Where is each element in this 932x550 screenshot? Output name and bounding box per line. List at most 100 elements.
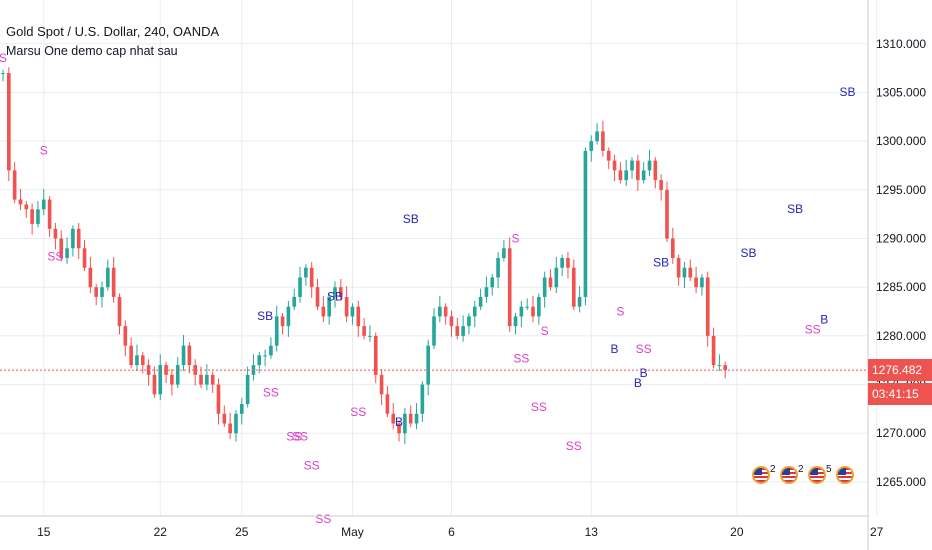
candle-body (234, 413, 238, 434)
signal-marker: SB (840, 85, 856, 99)
time-tick-label: 20 (730, 525, 744, 539)
signal-marker: SB (741, 246, 757, 260)
candle-body (304, 267, 308, 278)
candle-body (414, 413, 419, 424)
candle-body (467, 316, 471, 327)
candle-body (117, 296, 122, 327)
candle-body (560, 258, 564, 268)
candle-body (484, 287, 489, 297)
candle-body (181, 345, 186, 366)
signal-marker: SS (315, 512, 331, 526)
candle-body (356, 306, 361, 327)
candle-body (76, 228, 81, 249)
candle-body (670, 238, 675, 258)
candle-body (47, 199, 52, 229)
price-tick-label: 1310.000 (876, 37, 926, 51)
price-tick-label: 1300.000 (876, 134, 926, 148)
candle-body (438, 306, 442, 317)
candle-body (170, 374, 174, 385)
us-flag-icon (808, 466, 826, 484)
candle-body (1, 73, 5, 75)
candle-body (531, 306, 535, 317)
candle-body (222, 413, 227, 424)
economic-event-marker[interactable]: 2 (752, 464, 776, 494)
candle-body (676, 258, 681, 278)
candle-body (624, 170, 629, 181)
signal-marker: SB (653, 256, 669, 270)
us-flag-icon (780, 466, 798, 484)
candle-body (385, 394, 390, 414)
candle-body (193, 365, 198, 375)
candle-body (100, 287, 104, 297)
candle-body (333, 287, 337, 297)
candle-body (187, 345, 192, 366)
time-tick-label: May (341, 525, 364, 539)
signal-marker: SS (531, 400, 547, 414)
price-tick-label: 1290.000 (876, 232, 926, 246)
candle-body (321, 306, 326, 317)
candle-body (688, 267, 693, 278)
time-tick-label: 27 (870, 525, 884, 539)
economic-event-marker[interactable] (836, 466, 854, 494)
candle-body (391, 413, 396, 424)
candle-body (18, 199, 23, 205)
candle-body (362, 326, 366, 336)
candle-body (618, 170, 623, 181)
bar-countdown-label: 03:41:15 (868, 383, 932, 406)
signal-marker: SB (257, 309, 273, 323)
candle-body (210, 374, 215, 385)
candle-body (659, 180, 663, 190)
signal-marker: B (611, 342, 619, 356)
event-count: 2 (798, 464, 804, 475)
candle-body (717, 365, 722, 367)
candle-body (94, 287, 99, 297)
indicator-name: Marsu One demo cap nhat sau (6, 44, 178, 58)
candle-body (228, 423, 232, 434)
candle-body (315, 287, 320, 307)
candle-body (164, 365, 168, 375)
candle-body (368, 335, 372, 337)
candle-body (129, 345, 133, 366)
price-tick-label: 1285.000 (876, 280, 926, 294)
candle-body (263, 355, 267, 357)
price-tick-label: 1280.000 (876, 329, 926, 343)
candle-body (636, 160, 640, 181)
signal-marker: B (820, 313, 828, 327)
candle-body (350, 306, 355, 317)
candle-body (449, 316, 454, 327)
candle-body (199, 374, 203, 385)
economic-event-marker[interactable]: 2 (780, 464, 804, 494)
candle-body (694, 277, 698, 288)
candle-body (216, 384, 221, 414)
signal-marker: B (634, 376, 642, 390)
candle-body (647, 160, 652, 171)
economic-event-marker[interactable]: 5 (808, 464, 832, 494)
candle-body (583, 150, 588, 297)
price-tick-label: 1270.000 (876, 426, 926, 440)
time-tick-label: 13 (585, 525, 599, 539)
candle-body (373, 335, 378, 375)
us-flag-icon (752, 466, 770, 484)
candle-body (507, 248, 512, 327)
candle-body (338, 287, 343, 297)
signal-marker: SS (304, 459, 320, 473)
candle-body (601, 131, 605, 151)
time-axis[interactable]: 15 22 25 May 6 13 20 27 (37, 525, 884, 539)
signal-marker: S (0, 51, 7, 65)
candle-body (36, 209, 40, 224)
candle-body (309, 267, 314, 288)
candle-body (280, 316, 285, 327)
signal-marker: B (640, 366, 648, 380)
candle-body (537, 296, 541, 317)
current-price-label: 1276.482 (868, 359, 932, 382)
signal-marker: SB (327, 290, 343, 304)
price-axis[interactable]: 1265.0001270.0001275.0001280.0001285.000… (876, 37, 926, 489)
candle-body (403, 413, 407, 434)
candle-body (175, 365, 180, 385)
candle-body (577, 296, 582, 307)
candle-body (595, 131, 599, 142)
candle-body (298, 277, 302, 297)
candle-body (7, 73, 11, 171)
candle-body (344, 296, 349, 317)
